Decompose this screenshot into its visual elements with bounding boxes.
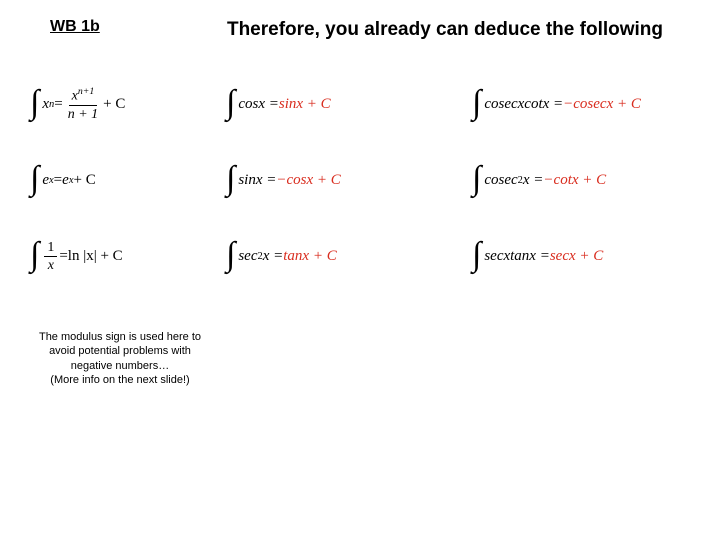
- formula-grid: ∫ xn = xn+1 n + 1 + C ∫ cosx = sinx + C …: [0, 42, 720, 292]
- therefore-heading: Therefore, you already can deduce the fo…: [200, 18, 690, 42]
- formula-1overx: ∫ 1 x = ln |x| + C: [30, 238, 220, 276]
- formula-sec2x: ∫ sec2x = tanx + C: [226, 238, 466, 276]
- formula-sinx: ∫ sinx = −cosx + C: [226, 162, 466, 200]
- formula-secxtanx: ∫ secxtanx = secx + C: [472, 238, 720, 276]
- formula-cosecxcotx: ∫ cosecxcotx = −cosecx + C: [472, 86, 720, 124]
- formula-cosx: ∫ cosx = sinx + C: [226, 86, 466, 124]
- worksheet-label: WB 1b: [50, 18, 200, 36]
- modulus-footnote: The modulus sign is used here to avoid p…: [20, 330, 220, 387]
- header-row: WB 1b Therefore, you already can deduce …: [0, 0, 720, 42]
- footnote-line: negative numbers…: [20, 359, 220, 373]
- footnote-line: avoid potential problems with: [20, 344, 220, 358]
- formula-xn: ∫ xn = xn+1 n + 1 + C: [30, 86, 220, 124]
- formula-ex: ∫ ex = ex + C: [30, 162, 220, 200]
- footnote-line: (More info on the next slide!): [20, 373, 220, 387]
- footnote-line: The modulus sign is used here to: [20, 330, 220, 344]
- formula-cosec2x: ∫ cosec2x = −cotx + C: [472, 162, 720, 200]
